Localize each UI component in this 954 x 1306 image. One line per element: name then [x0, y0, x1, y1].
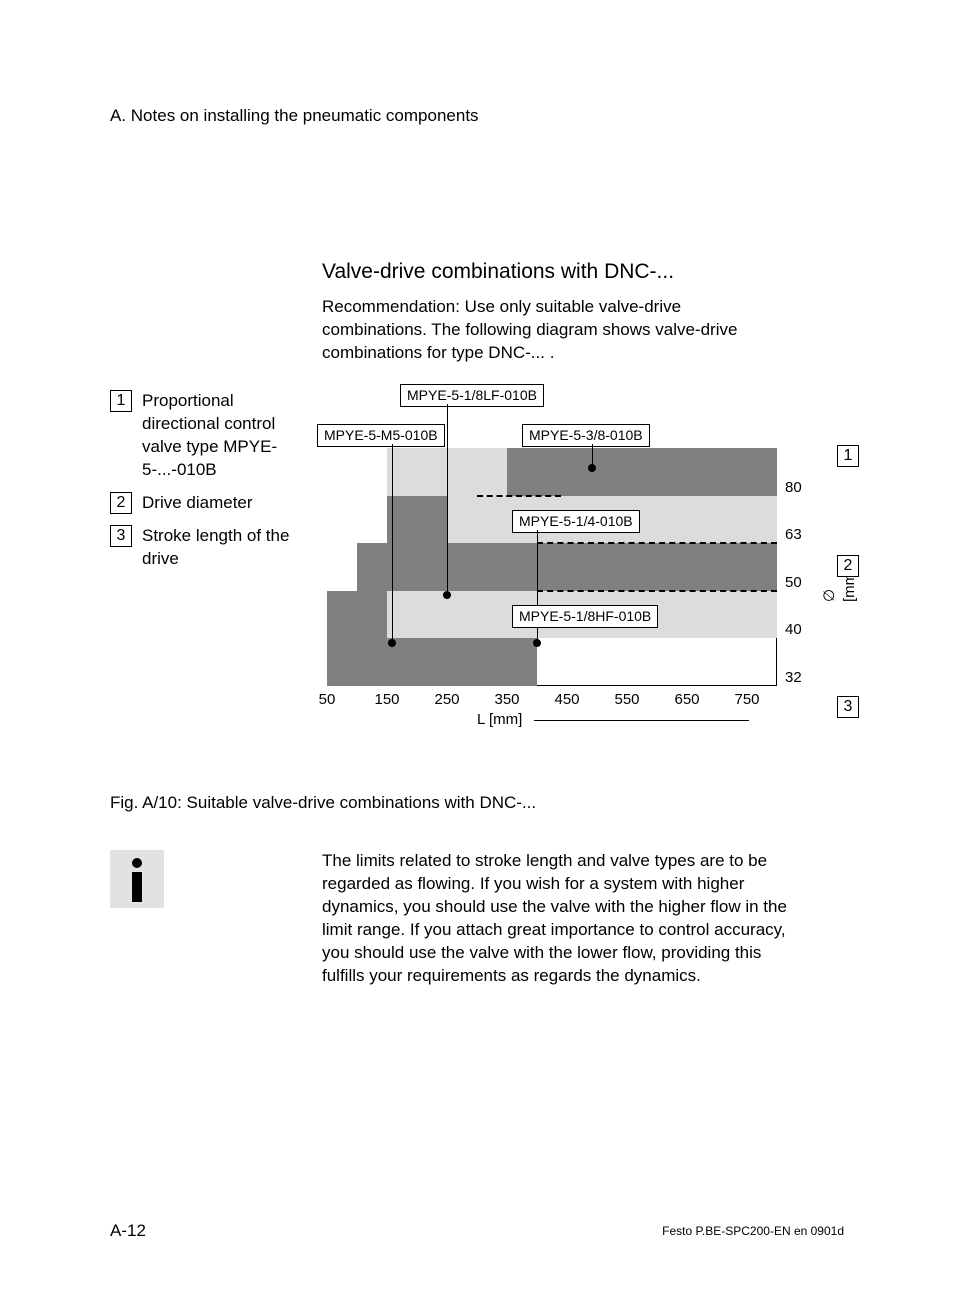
- x-tick: 650: [674, 690, 699, 710]
- side-num-1: 1: [837, 445, 869, 467]
- recommendation-text: Recommendation: Use only suitable valve-…: [322, 296, 787, 365]
- valve-callout: MPYE-5-3/8-010B: [522, 424, 650, 447]
- doc-id: Festo P.BE-SPC200-EN en 0901d: [662, 1223, 844, 1239]
- section-title: Valve-drive combinations with DNC-...: [322, 258, 674, 286]
- y-tick: 63: [785, 525, 802, 545]
- side-num-3: 3: [837, 696, 869, 718]
- legend-text-1: Proportional directional control valve t…: [142, 390, 305, 482]
- plot-area: [327, 448, 777, 686]
- region: [357, 543, 777, 591]
- y-tick: 80: [785, 478, 802, 498]
- region: [507, 448, 777, 496]
- legend-num-2: 2: [110, 492, 132, 514]
- page-number: A-12: [110, 1220, 146, 1243]
- x-tick: 150: [374, 690, 399, 710]
- legend-text-2: Drive diameter: [142, 492, 253, 515]
- x-tick: 50: [319, 690, 336, 710]
- legend-num-1: 1: [110, 390, 132, 412]
- valve-callout: MPYE-5-1/8HF-010B: [512, 605, 658, 628]
- x-tick: 350: [494, 690, 519, 710]
- legend-item-1: 1 Proportional directional control valve…: [110, 390, 305, 482]
- info-text: The limits related to stroke length and …: [322, 850, 790, 988]
- page-header: A. Notes on installing the pneumatic com…: [110, 105, 479, 128]
- x-axis-leader: [534, 720, 749, 721]
- valve-callout: MPYE-5-M5-010B: [317, 424, 445, 447]
- info-icon: [110, 850, 164, 908]
- legend-item-3: 3 Stroke length of the drive: [110, 525, 305, 571]
- x-tick: 450: [554, 690, 579, 710]
- info-block: The limits related to stroke length and …: [110, 850, 790, 988]
- legend-item-2: 2 Drive diameter: [110, 492, 305, 515]
- x-tick: 750: [734, 690, 759, 710]
- side-num-2: 2: [837, 555, 869, 577]
- y-tick: 50: [785, 573, 802, 593]
- figure-caption: Fig. A/10: Suitable valve-drive combinat…: [110, 792, 536, 815]
- region: [327, 638, 537, 686]
- y-tick: 32: [785, 668, 802, 688]
- valve-diagram: ∅ [mm] L [mm] 1 2 3 80635040325015025035…: [322, 390, 862, 740]
- legend-num-3: 3: [110, 525, 132, 547]
- x-tick: 250: [434, 690, 459, 710]
- y-tick: 40: [785, 620, 802, 640]
- x-axis-label: L [mm]: [477, 710, 522, 730]
- legend-text-3: Stroke length of the drive: [142, 525, 305, 571]
- legend: 1 Proportional directional control valve…: [110, 390, 305, 581]
- valve-callout: MPYE-5-1/8LF-010B: [400, 384, 544, 407]
- x-tick: 550: [614, 690, 639, 710]
- valve-callout: MPYE-5-1/4-010B: [512, 510, 640, 533]
